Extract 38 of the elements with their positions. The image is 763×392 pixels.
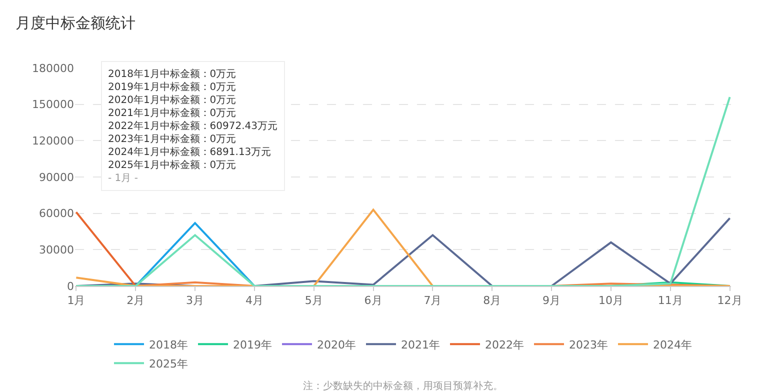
y-tick-label: 90000: [39, 170, 74, 184]
y-tick-label: 60000: [39, 207, 74, 220]
x-tick-label: 8月: [483, 294, 502, 308]
chart-title: 月度中标金额统计: [15, 14, 136, 32]
y-tick-label: 180000: [32, 62, 74, 75]
x-tick-label: 5月: [304, 294, 323, 308]
x-tick-label: 12月: [717, 294, 742, 308]
annotation: 2022年1月中标金额：60972.43万元: [108, 120, 278, 132]
legend-label: 2018年: [149, 338, 188, 352]
legend-label: 2019年: [233, 338, 272, 352]
y-tick-label: 150000: [32, 98, 74, 112]
x-tick-label: 9月: [542, 294, 561, 308]
annotation: - 1月 -: [108, 173, 138, 184]
y-tick-label: 30000: [39, 244, 74, 257]
annotation: 2021年1月中标金额：0万元: [108, 107, 236, 119]
annotation: 2020年1月中标金额：0万元: [108, 94, 236, 106]
x-tick-label: 11月: [658, 294, 683, 308]
x-tick-label: 1月: [67, 294, 86, 308]
y-tick-label: 120000: [32, 134, 74, 148]
legend-label: 2020年: [317, 338, 356, 352]
x-tick-label: 2月: [126, 294, 145, 308]
annotation: 2023年1月中标金额：0万元: [108, 133, 236, 145]
x-tick-label: 4月: [245, 294, 264, 308]
x-tick-label: 10月: [598, 294, 624, 308]
legend-label: 2024年: [653, 338, 692, 352]
legend-label: 2022年: [485, 338, 524, 352]
annotation: 2024年1月中标金额：6891.13万元: [108, 146, 272, 158]
annotation: 2019年1月中标金额：0万元: [108, 81, 236, 93]
legend-label: 2023年: [569, 338, 608, 352]
annotation: 2018年1月中标金额：0万元: [108, 68, 236, 80]
legend-label: 2021年: [401, 338, 440, 352]
annotation: 2025年1月中标金额：0万元: [108, 159, 236, 171]
x-tick-label: 6月: [364, 294, 382, 308]
legend-label: 2025年: [149, 357, 188, 370]
text: 注：少数缺失的中标金额，用项目预算补充。: [303, 380, 503, 392]
y-tick-label: 0: [67, 280, 74, 293]
x-tick-label: 3月: [186, 294, 204, 308]
x-tick-label: 7月: [424, 294, 442, 308]
